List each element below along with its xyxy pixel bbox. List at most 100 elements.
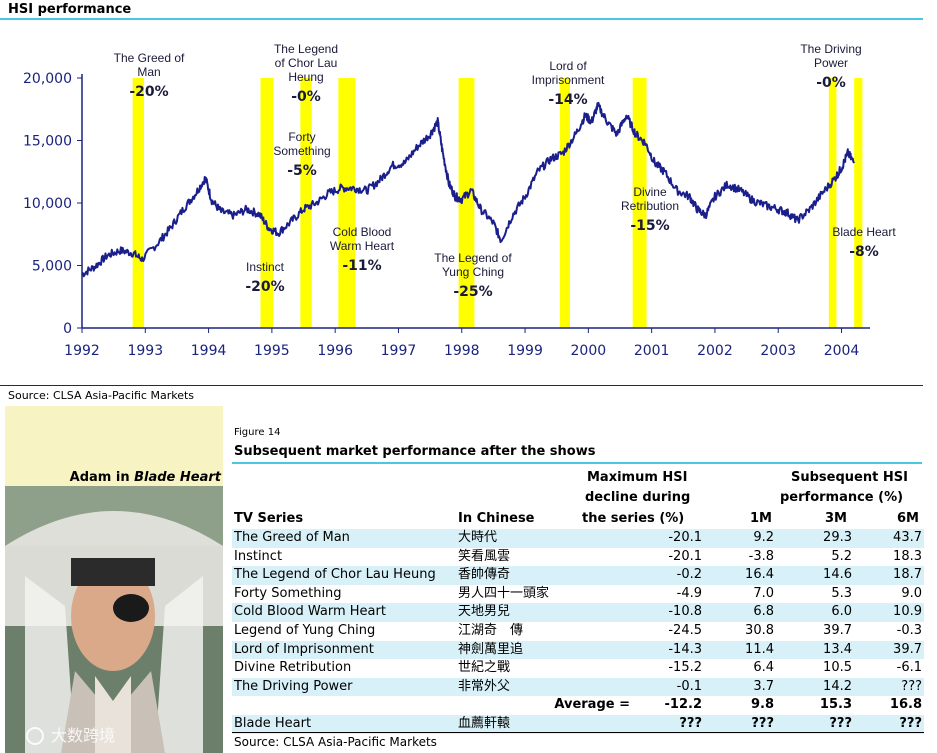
highlight-band [338,78,356,328]
annotation-label: The Greed of Man [114,51,185,79]
cell-max: -4.9 [676,585,702,601]
cell-chinese: 笑看風雲 [458,548,511,564]
cell-6m: -0.3 [896,622,922,638]
annotation-pct: -0% [816,75,846,91]
cell-chinese: 天地男兒 [458,604,511,620]
source-rule [0,385,923,386]
cell-1m: 7.0 [753,585,774,601]
x-tick-label: 1999 [507,343,543,359]
cell-chinese: 大時代 [458,530,498,545]
x-tick-label: 2000 [571,343,607,359]
annotation: Cold Blood Warm Heart -11% [330,225,395,274]
cell-1m: ??? [751,715,774,731]
figure-label: Figure 14 [234,427,281,438]
cell-series: The Legend of Chor Lau Heung [234,567,436,583]
table-title-rule [232,462,922,464]
annotation-label: Cold Blood Warm Heart [330,225,395,253]
x-tick-label: 1996 [317,343,353,359]
cell-max: -0.2 [676,567,702,583]
annotation-pct: -15% [630,218,669,234]
hdr-1m: 1M [750,511,772,526]
cell-1m: 9.2 [753,530,774,545]
cell-3m: 13.4 [823,641,852,657]
cell-chinese: 男人四十一頭家 [458,585,550,601]
cell-series: Lord of Imprisonment [234,641,374,657]
cell-max: -14.3 [668,641,702,657]
cell-max: -20.1 [668,530,702,545]
cell-max: -15.2 [668,660,702,676]
x-tick-label: 2001 [634,343,670,359]
x-tick-label: 1995 [254,343,290,359]
cell-chinese: 非常外父 [458,678,511,694]
annotation-pct: -8% [849,244,879,260]
annotation-label: The Legend of Chor Lau Heung [274,42,338,84]
annotation: Divine Retribution -15% [621,185,679,234]
annotation: Forty Something -5% [273,130,330,179]
highlight-band [260,78,274,328]
cell-1m: -3.8 [748,548,774,564]
annotation: Blade Heart -8% [832,225,896,260]
cell-6m: 9.0 [901,585,922,601]
chart-title: HSI performance [8,2,132,17]
hdr-sub-line1: Subsequent HSI [791,470,908,485]
table-title: Subsequent market performance after the … [234,444,596,459]
highlight-band [828,78,837,328]
table-row: Legend of Yung Ching 江湖奇 傳 -24.5 30.8 39.7 -0… [232,622,924,641]
cell-1m: 6.4 [753,660,774,676]
annotation-pct: -5% [287,163,317,179]
y-tick-label: 5,000 [32,259,72,275]
cell-6m: ??? [901,678,922,694]
cell-6m: -6.1 [896,660,922,676]
table-bottom-rule [232,732,924,733]
annotation: Instinct -20% [245,260,284,295]
cell-3m: ??? [829,715,852,731]
annotation-label: Divine Retribution [621,185,679,213]
x-tick-label: 2002 [697,343,733,359]
table-row: Instinct 笑看風雲 -20.1 -3.8 5.2 18.3 [232,548,924,567]
annotation: The Greed of Man -20% [114,51,185,100]
cell-3m: 10.5 [823,660,852,676]
cell-chinese: 香帥傳奇 [458,567,511,583]
annotation-label: Lord of Imprisonment [532,59,605,87]
cell-max: -12.2 [664,697,702,713]
photo-panel: Adam in Blade Heart 大数跨境 [5,406,223,753]
y-tick-label: 15,000 [23,134,72,150]
annotation: Lord of Imprisonment -14% [532,59,605,108]
hdr-tv-series: TV Series [234,511,304,526]
x-tick-label: 1994 [191,343,227,359]
table-row: Forty Something 男人四十一頭家 -4.9 7.0 5.3 9.0 [232,585,924,604]
cell-3m: 39.7 [823,622,852,638]
cell-3m: 6.0 [831,604,852,620]
highlight-band [854,78,863,328]
cell-series: Instinct [234,548,283,564]
photo-caption: Adam in Blade Heart [5,470,221,485]
annotation-label: Blade Heart [832,225,896,239]
cell-3m: 14.2 [823,678,852,694]
highlight-band [559,78,570,328]
cell-series: The Driving Power [234,678,353,694]
cell-series: The Greed of Man [234,530,350,545]
annotation-pct: -14% [548,92,587,108]
x-tick-label: 2003 [760,343,796,359]
cell-series: Divine Retribution [234,660,352,676]
hdr-in-chinese: In Chinese [458,511,535,526]
x-tick-label: 1998 [444,343,480,359]
cell-6m: 18.7 [893,567,922,583]
cell-3m: 15.3 [819,697,852,713]
annotation: The Driving Power -0% [800,42,861,91]
photo-caption-prefix: Adam in [69,470,135,485]
cell-max: -24.5 [668,622,702,638]
cell-6m: ??? [899,715,922,731]
annotation-pct: -25% [453,284,492,300]
cell-3m: 14.6 [823,567,852,583]
cell-1m: 30.8 [745,622,774,638]
cell-6m: 43.7 [893,530,922,545]
average-label: Average = [554,697,630,713]
cell-1m: 3.7 [753,678,774,694]
cell-chinese: 神劍萬里追 [458,641,524,657]
cell-3m: 5.2 [831,548,852,564]
blade-heart-row: Blade Heart 血薦軒轅???????????? [232,714,924,734]
x-tick-label: 1993 [127,343,163,359]
cell-1m: 6.8 [753,604,774,620]
cell-6m: 39.7 [893,641,922,657]
